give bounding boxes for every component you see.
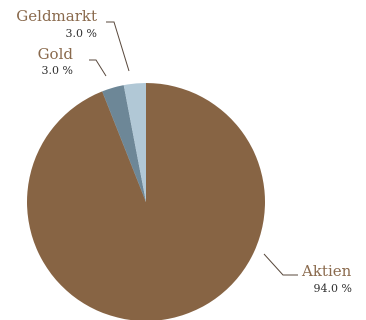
pie-slice-aktien: [27, 83, 265, 320]
slice-value-gold: 3.0 %: [42, 64, 73, 77]
pie-slice-geldmarkt: [123, 83, 146, 202]
slice-label-geldmarkt: Geldmarkt: [16, 7, 97, 25]
leader-line-aktien: [263, 253, 298, 276]
leader-lines: [89, 21, 298, 276]
slice-label-aktien: Aktien: [301, 262, 352, 280]
pie-slice-gold: [102, 85, 146, 202]
pie-slices: [27, 83, 265, 320]
slice-label-gold: Gold: [38, 45, 74, 63]
leader-line-geldmarkt: [106, 21, 130, 72]
slice-value-aktien: 94.0 %: [314, 282, 352, 295]
leader-line-gold: [89, 59, 107, 77]
slice-value-geldmarkt: 3.0 %: [66, 27, 97, 40]
